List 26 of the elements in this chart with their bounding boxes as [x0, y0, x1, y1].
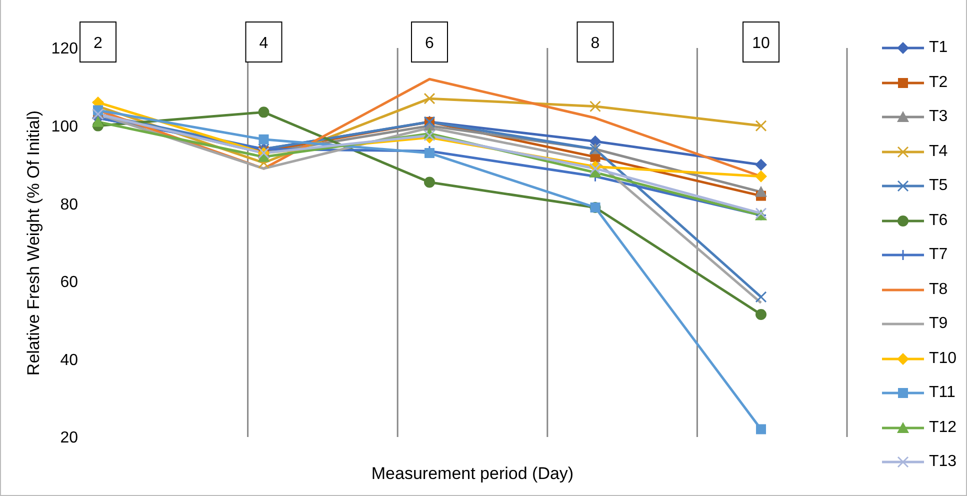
- y-tick-label: 40: [60, 352, 78, 369]
- x-tick-label: 6: [425, 35, 434, 52]
- legend-label: T8: [929, 280, 948, 299]
- legend-label: T10: [929, 350, 957, 368]
- legend-label: T13: [929, 453, 957, 472]
- legend-label: T11: [929, 384, 956, 402]
- legend-label: T12: [929, 418, 957, 437]
- legend-label: T7: [929, 246, 948, 264]
- legend-label: T4: [929, 142, 948, 161]
- legend-label: T9: [929, 315, 948, 334]
- y-tick-label: 120: [51, 40, 78, 58]
- x-tick-label: 2: [94, 35, 103, 52]
- legend-label: T1: [929, 39, 948, 58]
- legend-label: T2: [929, 74, 948, 92]
- legend-label: T5: [929, 177, 948, 196]
- y-axis-title: Relative Fresh Weight (% Of Initial): [24, 110, 44, 376]
- legend-label: T6: [929, 212, 948, 230]
- x-axis-title: Measurement period (Day): [370, 464, 575, 484]
- legend-label: T3: [929, 108, 948, 126]
- y-tick-label: 60: [60, 274, 78, 292]
- y-tick-label: 80: [60, 196, 78, 214]
- y-tick-label: 20: [60, 430, 78, 447]
- x-tick-label: 4: [259, 35, 268, 52]
- y-tick-label: 100: [51, 118, 78, 136]
- x-tick-label: 8: [590, 35, 600, 52]
- x-tick-label: 10: [752, 35, 770, 52]
